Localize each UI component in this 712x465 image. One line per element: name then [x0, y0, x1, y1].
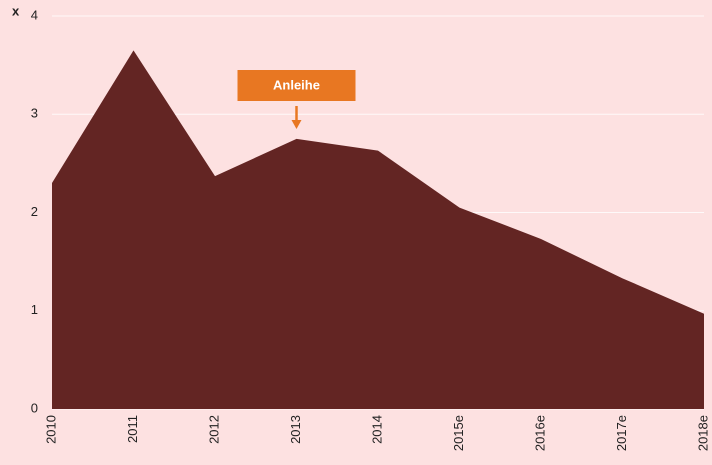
- x-tick-label: 2016e: [532, 415, 547, 451]
- x-tick-label: 2010: [43, 415, 58, 444]
- y-tick-label: 1: [31, 302, 38, 317]
- y-axis-label: x: [12, 3, 20, 18]
- annotation-arrowhead: [291, 120, 302, 129]
- x-tick-label: 2017e: [614, 415, 629, 451]
- x-tick-label: 2014: [369, 415, 384, 444]
- x-tick-label: 2013: [288, 415, 303, 444]
- x-tick-label: 2015e: [451, 415, 466, 451]
- annotation-box: [237, 70, 356, 101]
- annotation-text: Anleihe: [273, 77, 320, 92]
- x-tick-label: 2012: [206, 415, 221, 444]
- y-tick-label: 2: [31, 204, 38, 219]
- y-tick-label: 3: [31, 106, 38, 121]
- x-tick-label: 2018e: [695, 415, 710, 451]
- x-tick-label: 2011: [125, 415, 140, 443]
- area: [52, 50, 704, 409]
- y-tick-label: 4: [31, 7, 38, 22]
- y-tick-label: 0: [31, 400, 38, 415]
